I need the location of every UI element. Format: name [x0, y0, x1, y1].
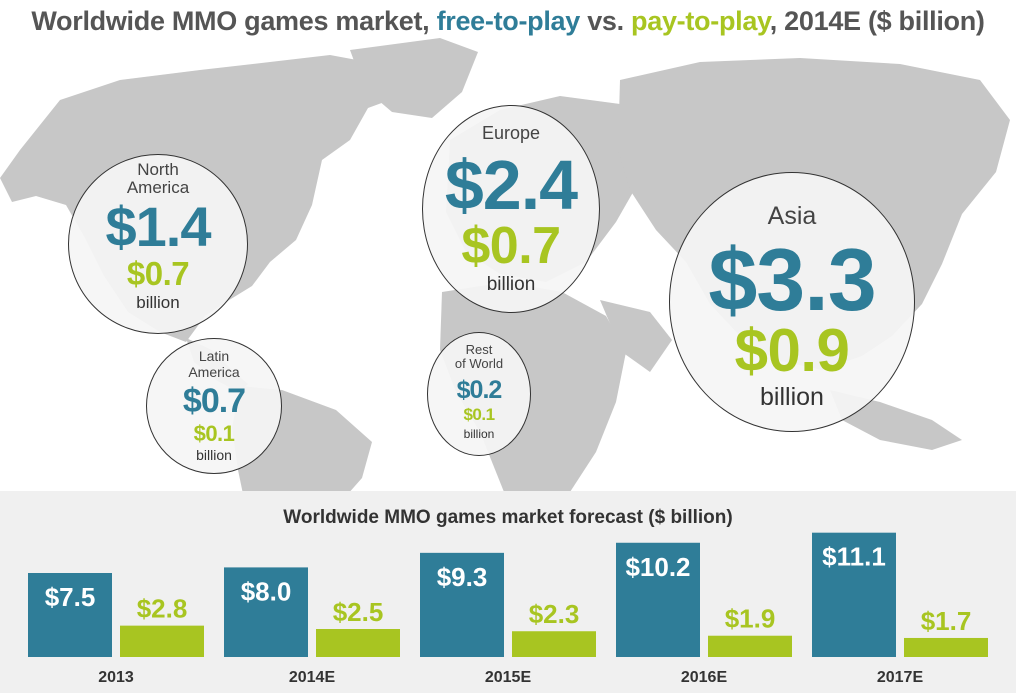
bar-pay-to-play-2016E: [708, 635, 792, 657]
bar-label-free-to-play-2015E: $9.3: [437, 562, 488, 592]
x-tick-label-2016E: 2016E: [681, 669, 728, 686]
region-name: Europe: [481, 123, 541, 143]
bar-label-free-to-play-2016E: $10.2: [625, 552, 690, 582]
pay-to-play-value: $0.7: [461, 217, 561, 275]
region-name-line2: of World: [454, 356, 504, 371]
title-pay-to-play: pay-to-play: [631, 6, 770, 36]
bar-free-to-play-2017E: [812, 532, 896, 657]
title-part1: Worldwide MMO games market,: [31, 6, 437, 36]
region-name: North: [137, 160, 179, 179]
pay-to-play-value: $0.1: [193, 421, 235, 446]
bar-free-to-play-2014E: [224, 567, 308, 657]
bar-label-pay-to-play-2014E: $2.5: [333, 597, 384, 627]
bar-label-pay-to-play-2013: $2.8: [137, 594, 188, 624]
unit-label: billion: [196, 447, 232, 463]
bar-label-pay-to-play-2017E: $1.7: [921, 606, 972, 636]
region-name: Rest: [465, 342, 493, 357]
region-name: Latin: [198, 348, 230, 364]
bar-label-free-to-play-2017E: $11.1: [822, 542, 886, 572]
bar-pay-to-play-2015E: [512, 631, 596, 657]
bar-label-free-to-play-2014E: $8.0: [241, 576, 292, 606]
x-tick-label-2015E: 2015E: [485, 669, 532, 686]
title-vs: vs.: [580, 6, 632, 36]
pay-to-play-value: $0.1: [463, 405, 495, 424]
title-free-to-play: free-to-play: [436, 6, 581, 36]
free-to-play-value: $1.4: [105, 195, 212, 258]
bar-label-pay-to-play-2016E: $1.9: [725, 604, 776, 634]
x-tick-label-2017E: 2017E: [877, 669, 924, 686]
free-to-play-value: $0.7: [182, 382, 246, 420]
bar-pay-to-play-2013: [120, 625, 204, 657]
title-year-unit: , 2014E ($ billion): [769, 6, 985, 36]
pay-to-play-value: $0.7: [126, 255, 190, 292]
free-to-play-value: $2.4: [444, 146, 578, 224]
bar-free-to-play-2015E: [420, 552, 504, 657]
unit-label: billion: [463, 427, 495, 441]
forecast-chart-title: Worldwide MMO games market forecast ($ b…: [283, 507, 733, 528]
map-arabia: [600, 300, 672, 372]
unit-label: billion: [486, 274, 536, 295]
region-bubble-rest-of-world: Rest of World $0.2 $0.1 billion: [427, 332, 531, 456]
region-bubble-asia: Asia $3.3 $0.9 billion: [669, 172, 915, 432]
bar-free-to-play-2016E: [616, 542, 700, 657]
unit-label: billion: [760, 383, 824, 411]
region-bubble-europe: Europe $2.4 $0.7 billion: [422, 105, 600, 313]
map-greenland: [350, 38, 478, 118]
page-title: Worldwide MMO games market, free-to-play…: [0, 6, 1016, 37]
free-to-play-value: $3.3: [708, 230, 876, 329]
region-bubble-north-america: North America $1.4 $0.7 billion: [68, 154, 248, 334]
bar-label-free-to-play-2013: $7.5: [45, 582, 96, 612]
unit-label: billion: [136, 293, 180, 312]
bar-free-to-play-2013: [28, 573, 112, 657]
region-name-line2: America: [188, 364, 240, 380]
region-name: Asia: [767, 202, 817, 230]
x-tick-label-2013: 2013: [98, 669, 134, 686]
region-bubble-latin-america: Latin America $0.7 $0.1 billion: [146, 338, 282, 474]
bar-label-pay-to-play-2015E: $2.3: [529, 599, 580, 629]
bar-pay-to-play-2014E: [316, 629, 400, 657]
free-to-play-value: $0.2: [456, 376, 503, 404]
bar-pay-to-play-2017E: [904, 637, 988, 657]
x-tick-label-2014E: 2014E: [289, 669, 336, 686]
pay-to-play-value: $0.9: [734, 317, 850, 384]
region-name-line2: America: [126, 178, 190, 197]
